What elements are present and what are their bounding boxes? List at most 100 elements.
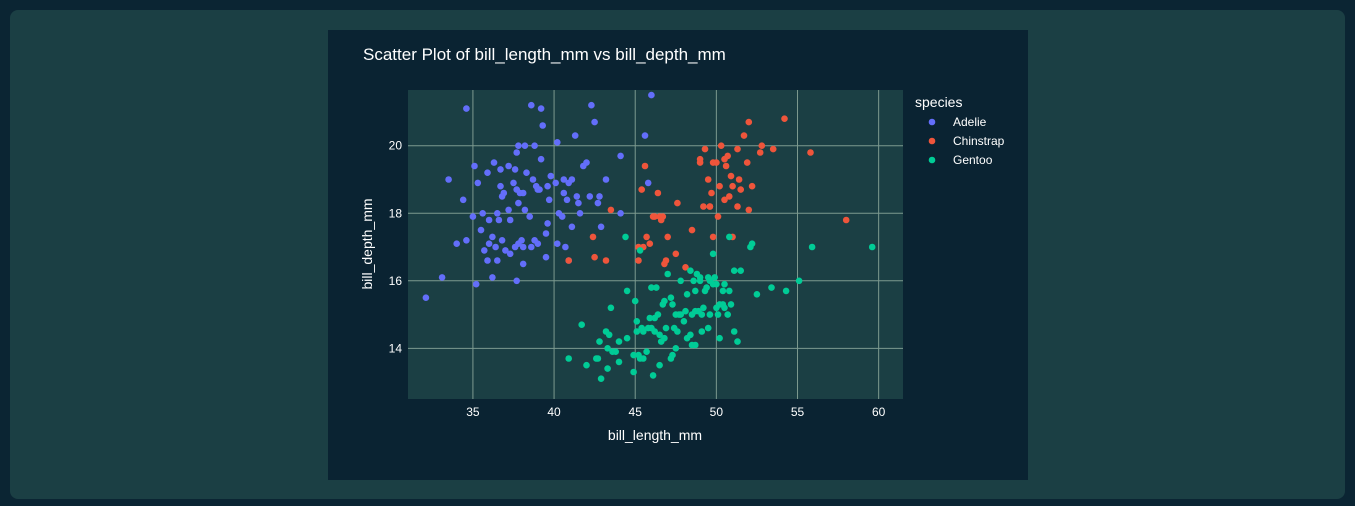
data-point[interactable] bbox=[518, 237, 525, 244]
data-point[interactable] bbox=[729, 182, 736, 190]
data-point[interactable] bbox=[646, 240, 654, 247]
data-point[interactable] bbox=[730, 328, 738, 335]
data-point[interactable] bbox=[494, 210, 501, 217]
data-point[interactable] bbox=[506, 250, 514, 258]
data-point[interactable] bbox=[721, 196, 728, 204]
data-point[interactable] bbox=[696, 277, 704, 285]
data-point[interactable] bbox=[756, 149, 764, 156]
data-point[interactable] bbox=[463, 105, 470, 112]
data-point[interactable] bbox=[602, 257, 610, 264]
data-point[interactable] bbox=[714, 213, 722, 220]
data-point[interactable] bbox=[740, 132, 748, 139]
data-point[interactable] bbox=[782, 287, 790, 295]
data-point[interactable] bbox=[489, 274, 496, 281]
data-point[interactable] bbox=[506, 216, 514, 224]
data-point[interactable] bbox=[682, 264, 689, 271]
data-point[interactable] bbox=[534, 240, 542, 247]
data-point[interactable] bbox=[617, 152, 624, 160]
data-point[interactable] bbox=[643, 233, 650, 241]
data-point[interactable] bbox=[695, 307, 702, 315]
data-point[interactable] bbox=[698, 328, 706, 335]
data-point[interactable] bbox=[519, 260, 527, 268]
data-point[interactable] bbox=[623, 287, 631, 295]
data-point[interactable] bbox=[711, 274, 718, 281]
data-point[interactable] bbox=[649, 372, 657, 379]
data-point[interactable] bbox=[653, 284, 660, 291]
data-point[interactable] bbox=[513, 149, 520, 156]
data-point[interactable] bbox=[453, 240, 460, 247]
data-point[interactable] bbox=[571, 132, 579, 139]
data-point[interactable] bbox=[633, 328, 641, 335]
data-point[interactable] bbox=[576, 210, 584, 217]
data-point[interactable] bbox=[537, 105, 545, 112]
data-point[interactable] bbox=[716, 301, 723, 308]
data-point[interactable] bbox=[542, 253, 550, 261]
data-point[interactable] bbox=[526, 213, 533, 220]
data-point[interactable] bbox=[682, 307, 689, 315]
data-point[interactable] bbox=[735, 176, 743, 183]
data-point[interactable] bbox=[743, 159, 751, 166]
data-point[interactable] bbox=[640, 328, 647, 335]
data-point[interactable] bbox=[696, 155, 704, 163]
data-point[interactable] bbox=[523, 169, 530, 176]
data-point[interactable] bbox=[560, 176, 568, 183]
data-point[interactable] bbox=[607, 304, 615, 312]
data-point[interactable] bbox=[560, 189, 568, 197]
data-point[interactable] bbox=[612, 348, 619, 356]
data-point[interactable] bbox=[727, 301, 735, 308]
data-point[interactable] bbox=[726, 233, 733, 241]
data-point[interactable] bbox=[597, 223, 605, 231]
data-point[interactable] bbox=[734, 338, 741, 345]
data-point[interactable] bbox=[583, 361, 590, 369]
data-point[interactable] bbox=[563, 196, 571, 204]
data-point[interactable] bbox=[505, 206, 512, 214]
data-point[interactable] bbox=[687, 331, 694, 339]
data-point[interactable] bbox=[544, 182, 551, 190]
data-point[interactable] bbox=[529, 176, 537, 183]
data-point[interactable] bbox=[594, 355, 602, 362]
data-point[interactable] bbox=[552, 179, 559, 187]
data-point[interactable] bbox=[510, 179, 517, 187]
data-point[interactable] bbox=[745, 118, 753, 126]
data-point[interactable] bbox=[664, 233, 671, 241]
data-point[interactable] bbox=[724, 311, 731, 318]
data-point[interactable] bbox=[648, 284, 655, 291]
data-point[interactable] bbox=[703, 284, 710, 291]
data-point[interactable] bbox=[474, 179, 482, 187]
data-point[interactable] bbox=[641, 132, 649, 139]
data-point[interactable] bbox=[591, 118, 598, 126]
data-point[interactable] bbox=[727, 172, 735, 180]
data-point[interactable] bbox=[768, 284, 775, 291]
data-point[interactable] bbox=[664, 270, 671, 278]
data-point[interactable] bbox=[726, 287, 733, 295]
data-point[interactable] bbox=[648, 324, 655, 332]
data-point[interactable] bbox=[719, 287, 727, 295]
data-point[interactable] bbox=[674, 328, 681, 335]
data-point[interactable] bbox=[422, 294, 430, 302]
data-point[interactable] bbox=[596, 338, 603, 345]
data-point[interactable] bbox=[721, 304, 728, 312]
data-point[interactable] bbox=[502, 247, 509, 254]
data-point[interactable] bbox=[547, 172, 555, 180]
data-point[interactable] bbox=[605, 331, 613, 339]
data-point[interactable] bbox=[709, 233, 717, 241]
data-point[interactable] bbox=[575, 199, 582, 207]
data-point[interactable] bbox=[485, 216, 493, 224]
data-point[interactable] bbox=[519, 243, 527, 251]
data-point[interactable] bbox=[704, 176, 712, 183]
data-point[interactable] bbox=[700, 304, 707, 312]
data-point[interactable] bbox=[615, 338, 623, 345]
data-point[interactable] bbox=[459, 196, 467, 204]
data-point[interactable] bbox=[615, 358, 623, 366]
data-point[interactable] bbox=[607, 206, 615, 214]
data-point[interactable] bbox=[562, 243, 569, 251]
data-point[interactable] bbox=[479, 210, 486, 217]
data-point[interactable] bbox=[713, 280, 720, 288]
data-point[interactable] bbox=[558, 213, 566, 220]
data-point[interactable] bbox=[709, 250, 717, 258]
data-point[interactable] bbox=[568, 223, 576, 231]
data-point[interactable] bbox=[730, 267, 738, 274]
data-point[interactable] bbox=[672, 345, 680, 352]
data-point[interactable] bbox=[701, 145, 709, 153]
data-point[interactable] bbox=[672, 250, 680, 258]
